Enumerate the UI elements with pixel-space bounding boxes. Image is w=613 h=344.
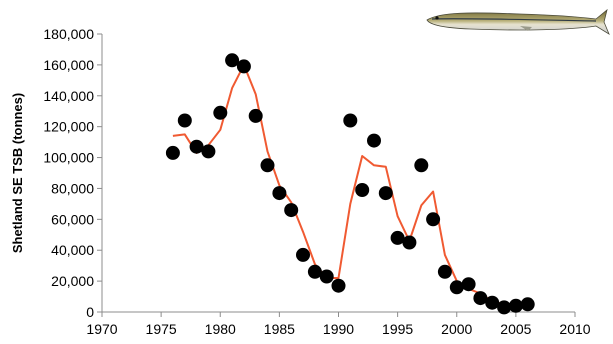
data-point <box>367 133 381 148</box>
y-axis-title: Shetland SE TSB (tonnes) <box>10 93 25 253</box>
y-tick-label: 180,000 <box>43 26 94 42</box>
data-point <box>449 280 464 295</box>
data-point <box>508 298 523 313</box>
data-point <box>165 145 180 160</box>
data-point <box>402 235 417 250</box>
x-tick-label: 1990 <box>323 321 354 337</box>
data-point <box>260 158 275 173</box>
x-tick-label: 1970 <box>86 321 117 337</box>
x-tick-label: 2005 <box>500 321 531 337</box>
data-point <box>414 158 429 173</box>
data-point <box>520 297 535 312</box>
x-axis: 1970 1975 1980 1985 1990 1995 2000 2005 2010 <box>86 311 591 337</box>
data-point <box>378 186 393 201</box>
x-tick-label: 1975 <box>146 321 177 337</box>
data-point <box>485 295 500 310</box>
y-tick-label: 20,000 <box>51 273 94 289</box>
data-point <box>225 53 240 68</box>
fish-icon <box>426 8 610 35</box>
data-point <box>426 212 441 227</box>
y-tick-label: 100,000 <box>43 150 94 166</box>
y-tick-label: 120,000 <box>43 119 94 135</box>
data-point <box>213 105 228 120</box>
data-point <box>201 144 216 159</box>
x-tick-label: 1995 <box>382 321 413 337</box>
y-axis: 0 20,000 40,000 60,000 80,000 100,000 120,000 1… <box>43 26 103 320</box>
data-point <box>248 108 263 123</box>
y-tick-label: 140,000 <box>43 88 94 104</box>
data-point <box>307 264 322 279</box>
data-point <box>319 269 334 284</box>
y-tick-label: 40,000 <box>51 242 94 258</box>
data-point <box>236 59 251 74</box>
data-point <box>497 300 512 315</box>
data-point <box>331 278 346 293</box>
data-point <box>390 230 405 245</box>
x-tick-label: 2000 <box>441 321 472 337</box>
data-point <box>189 139 204 154</box>
y-tick-label: 60,000 <box>51 211 94 227</box>
y-tick-label: 160,000 <box>43 57 94 73</box>
x-tick-label: 1985 <box>264 321 295 337</box>
data-point <box>284 203 299 218</box>
data-point <box>343 113 358 128</box>
data-point <box>355 183 370 197</box>
x-tick-label: 2010 <box>559 321 590 337</box>
model-line <box>172 63 528 307</box>
plot-area <box>165 53 535 315</box>
data-point <box>461 277 476 292</box>
y-tick-label: 0 <box>86 304 94 320</box>
data-point <box>473 291 488 306</box>
data-point <box>177 113 192 128</box>
y-tick-label: 80,000 <box>51 180 94 196</box>
x-tick-label: 1980 <box>205 321 236 337</box>
data-point <box>437 264 452 279</box>
data-point <box>272 186 287 201</box>
data-point <box>296 247 310 262</box>
